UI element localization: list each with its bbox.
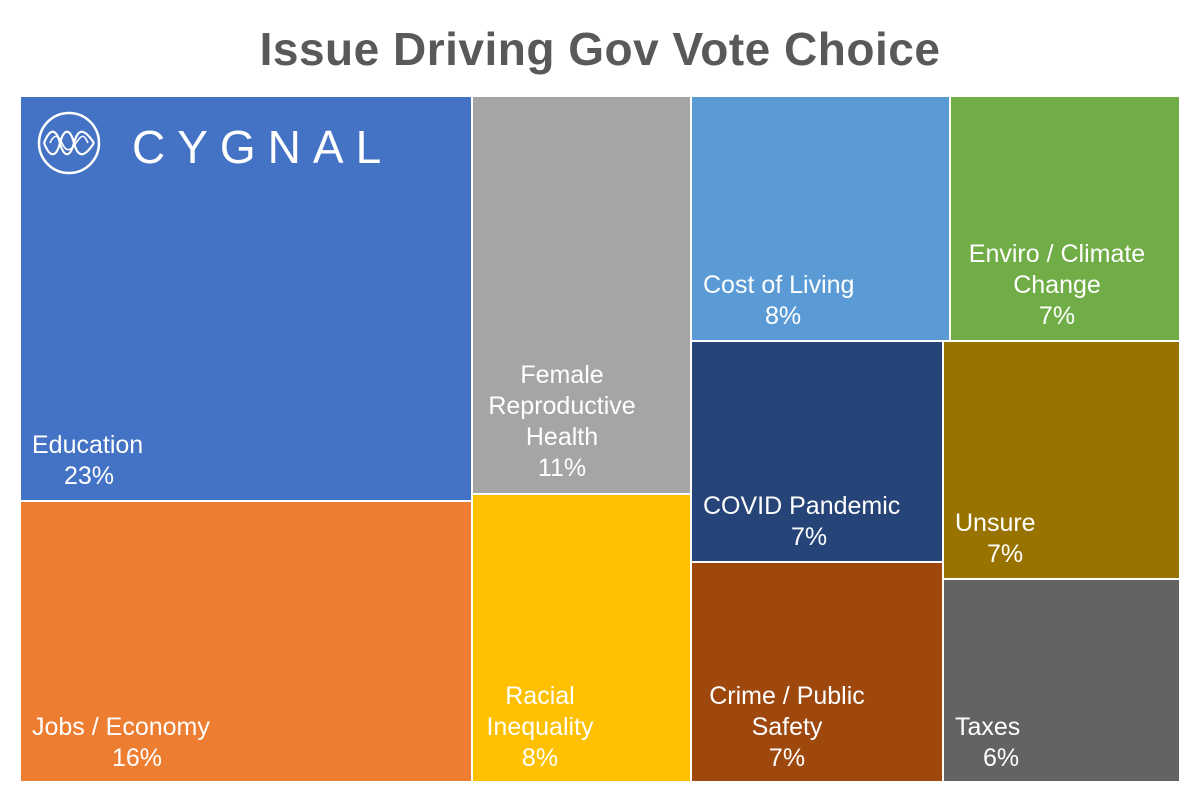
treemap-tile-label: Jobs / Economy 16% <box>32 712 210 774</box>
treemap-tile-value: 7% <box>791 523 828 551</box>
treemap-tile-name: Unsure <box>955 509 1036 537</box>
treemap-tile-label: Unsure 7% <box>955 508 1036 570</box>
treemap-tile-label: COVID Pandemic 7% <box>703 491 900 553</box>
treemap-tile-label: Crime / Public Safety 7% <box>637 681 937 774</box>
treemap-tile-name: Crime / Public Safety <box>709 682 865 741</box>
treemap-tile-value: 7% <box>768 744 806 772</box>
treemap-tile-label: Racial Inequality 8% <box>390 681 690 774</box>
treemap-tile-name: Female Reproductive Health <box>488 361 636 451</box>
treemap-tile <box>472 96 691 494</box>
treemap-tile <box>943 341 1180 579</box>
treemap-tile-value: 11% <box>537 454 587 482</box>
treemap-tile <box>691 96 950 341</box>
treemap-tile <box>20 96 472 501</box>
treemap-tile <box>472 494 691 782</box>
treemap-tile-name: Education <box>32 431 144 459</box>
treemap-tile-value: 16% <box>112 744 163 772</box>
treemap-tile-label: Cost of Living 8% <box>703 270 854 332</box>
cygnal-logo: CYGNAL <box>36 110 381 180</box>
cygnal-logo-icon <box>37 111 101 175</box>
treemap-tile-value: 23% <box>64 462 115 490</box>
treemap-tile-value: 8% <box>521 744 559 772</box>
treemap-tile-value: 7% <box>1038 302 1076 330</box>
treemap-tile-value: 6% <box>983 744 1020 772</box>
treemap-tile-name: Enviro / Climate Change <box>968 240 1146 299</box>
treemap-tile <box>691 562 943 782</box>
treemap-tile-name: COVID Pandemic <box>703 492 901 520</box>
treemap-tile <box>20 501 472 782</box>
treemap-tile-label: Taxes 6% <box>955 712 1020 774</box>
treemap-tile <box>950 96 1180 341</box>
chart-title: Issue Driving Gov Vote Choice <box>259 23 941 75</box>
treemap-tile-value: 7% <box>987 540 1024 568</box>
treemap-tile-name: Taxes <box>955 713 1021 741</box>
treemap-tile <box>691 341 943 562</box>
cygnal-logo-text: CYGNAL <box>132 121 394 173</box>
treemap-tile-label: Education 23% <box>32 430 143 492</box>
treemap-tile-name: Jobs / Economy <box>32 713 210 741</box>
treemap-tile-label: Female Reproductive Health 11% <box>412 360 712 484</box>
treemap-tile <box>943 579 1180 782</box>
treemap-tile-label: Enviro / Climate Change 7% <box>907 239 1200 332</box>
treemap-tile-value: 8% <box>765 302 802 330</box>
treemap-tile-name: Cost of Living <box>703 271 855 299</box>
treemap-tile-name: Racial Inequality <box>486 682 594 741</box>
